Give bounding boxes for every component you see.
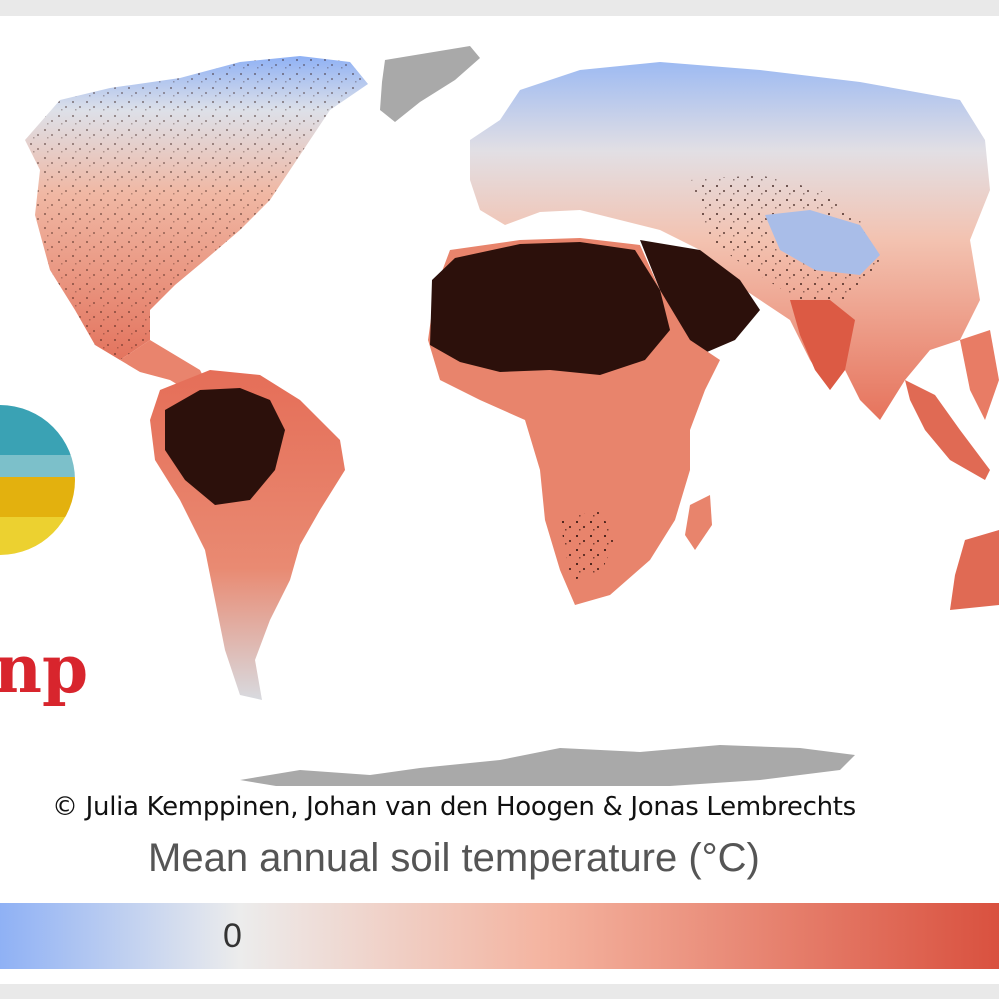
antarctica xyxy=(240,745,855,786)
madagascar xyxy=(685,495,712,550)
map-credit: © Julia Kemppinen, Johan van den Hoogen … xyxy=(52,792,856,822)
north-america-speckle xyxy=(25,56,368,360)
africa-south-speckle xyxy=(560,510,615,580)
legend-title: Mean annual soil temperature (°C) xyxy=(148,836,760,880)
bottom-frame-bar xyxy=(0,984,999,999)
australia xyxy=(950,530,999,610)
amazon-hot-region xyxy=(165,388,285,505)
greenland xyxy=(380,46,480,122)
southeast-asia xyxy=(905,380,990,480)
tibetan-plateau xyxy=(765,210,880,275)
soiltemp-logo xyxy=(0,405,75,555)
top-frame-bar xyxy=(0,0,999,16)
arabian-peninsula xyxy=(640,240,760,355)
india xyxy=(790,300,855,390)
logo-text: np xyxy=(0,630,89,708)
east-asia-coast xyxy=(960,330,999,420)
sahara-hot-region xyxy=(430,242,670,375)
temperature-colorbar xyxy=(0,903,999,969)
world-soil-temperature-map xyxy=(0,46,999,786)
colorbar-tick-zero: 0 xyxy=(223,917,242,955)
